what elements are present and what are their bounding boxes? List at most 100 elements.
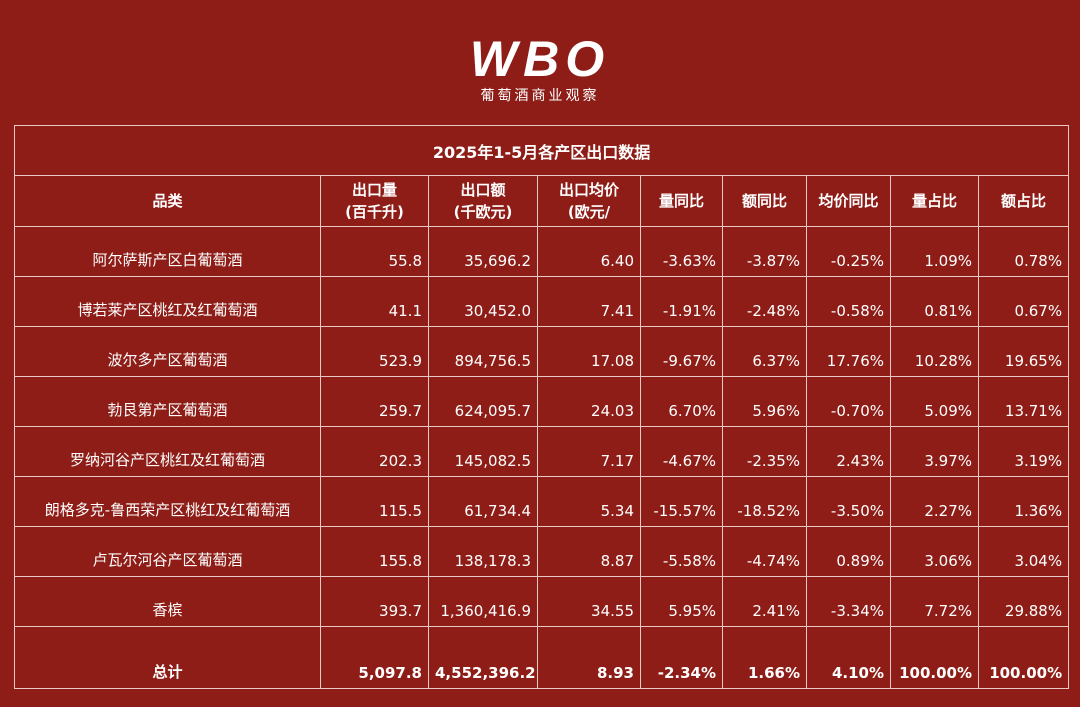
value-cell: 35,696.2 xyxy=(428,226,538,277)
value-cell: 0.89% xyxy=(806,526,891,577)
value-cell: -4.74% xyxy=(722,526,807,577)
data-row: 博若莱产区桃红及红葡萄酒 41.1 30,452.0 7.41 -1.91% -2.48%… xyxy=(14,276,1070,327)
value-cell: -18.52% xyxy=(722,476,807,527)
category-cell: 博若莱产区桃红及红葡萄酒 xyxy=(14,276,321,327)
value-cell: 29.88% xyxy=(977,576,1070,627)
value-cell: 10.28% xyxy=(890,326,979,377)
category-cell: 香槟 xyxy=(14,576,321,627)
data-row: 罗纳河谷产区桃红及红葡萄酒 202.3 145,082.5 7.17 -4.67% -2.… xyxy=(14,426,1070,477)
header-line: 额占比 xyxy=(1001,192,1047,210)
total-value: 4,552,396.2 xyxy=(428,626,538,689)
value-cell: 3.19% xyxy=(977,426,1070,477)
value-cell: -2.35% xyxy=(722,426,807,477)
value-cell: 0.81% xyxy=(890,276,979,327)
value-cell: -1.91% xyxy=(640,276,723,327)
data-row: 卢瓦尔河谷产区葡萄酒 155.8 138,178.3 8.87 -5.58% -4.74%… xyxy=(14,526,1070,577)
value-cell: 7.72% xyxy=(890,576,979,627)
value-cell: 155.8 xyxy=(320,526,429,577)
value-cell: 6.40 xyxy=(537,226,641,277)
header-cell: 量占比 xyxy=(890,175,979,227)
value-cell: 7.41 xyxy=(537,276,641,327)
value-cell: -15.57% xyxy=(640,476,723,527)
header-line: 出口量 xyxy=(351,181,397,199)
data-row: 勃艮第产区葡萄酒 259.7 624,095.7 24.03 6.70% 5.96% -0.… xyxy=(14,376,1070,427)
header-line: (百千升) xyxy=(345,203,404,221)
category-cell: 朗格多克-鲁西荣产区桃红及红葡萄酒 xyxy=(14,476,321,527)
value-cell: -4.67% xyxy=(640,426,723,477)
header-cell: 量同比 xyxy=(640,175,723,227)
value-cell: 6.70% xyxy=(640,376,723,427)
header-cell: 额同比 xyxy=(722,175,807,227)
value-cell: -5.58% xyxy=(640,526,723,577)
total-value: 4.10% xyxy=(806,626,891,689)
header-cell: 品类 xyxy=(14,175,321,227)
value-cell: 115.5 xyxy=(320,476,429,527)
table-title: 2025年1-5月各产区出口数据 xyxy=(13,125,1070,176)
total-value: 5,097.8 xyxy=(320,626,429,689)
category-cell: 卢瓦尔河谷产区葡萄酒 xyxy=(14,526,321,577)
value-cell: 2.43% xyxy=(806,426,891,477)
value-cell: 55.8 xyxy=(320,226,429,277)
header-line: 额同比 xyxy=(741,192,787,210)
header-line: (欧元/ xyxy=(567,203,611,221)
tagline: 葡萄酒商业观察 xyxy=(480,88,600,104)
brand: WBO xyxy=(469,31,611,87)
value-cell: 30,452.0 xyxy=(428,276,538,327)
value-cell: 259.7 xyxy=(320,376,429,427)
value-cell: 19.65% xyxy=(977,326,1070,377)
header-line: 出口额 xyxy=(460,181,506,199)
header-line: 均价同比 xyxy=(818,192,879,210)
total-row: 总计 5,097.8 4,552,396.2 8.93 -2.34% 1.66% 4.10%… xyxy=(14,626,1070,689)
value-cell: 145,082.5 xyxy=(428,426,538,477)
value-cell: -3.34% xyxy=(806,576,891,627)
value-cell: 3.04% xyxy=(977,526,1070,577)
value-cell: 2.27% xyxy=(890,476,979,527)
header-line: 出口均价 xyxy=(558,181,619,199)
header-cell: 出口均价 (欧元/ xyxy=(537,175,641,227)
category-cell: 波尔多产区葡萄酒 xyxy=(14,326,321,377)
total-value: -2.34% xyxy=(640,626,723,689)
data-row: 香槟 393.7 1,360,416.9 34.55 5.95% 2.41% -3.34% 7… xyxy=(14,576,1070,627)
header-line: 量同比 xyxy=(658,192,704,210)
value-cell: 34.55 xyxy=(537,576,641,627)
value-cell: 5.95% xyxy=(640,576,723,627)
value-cell: 5.09% xyxy=(890,376,979,427)
value-cell: -3.63% xyxy=(640,226,723,277)
header-cell: 额占比 xyxy=(977,175,1070,227)
value-cell: 0.78% xyxy=(977,226,1070,277)
category-cell: 阿尔萨斯产区白葡萄酒 xyxy=(14,226,321,277)
header-line: (千欧元) xyxy=(453,203,513,221)
total-value: 1.66% xyxy=(722,626,807,689)
total-value: 8.93 xyxy=(537,626,641,689)
value-cell: 202.3 xyxy=(320,426,429,477)
value-cell: 24.03 xyxy=(537,376,641,427)
value-cell: -9.67% xyxy=(640,326,723,377)
value-cell: 17.08 xyxy=(537,326,641,377)
header-line: 品类 xyxy=(152,192,183,210)
header-cell: 出口量 (百千升) xyxy=(320,175,429,227)
value-cell: 41.1 xyxy=(320,276,429,327)
value-cell: 393.7 xyxy=(320,576,429,627)
value-cell: 3.97% xyxy=(890,426,979,477)
value-cell: 523.9 xyxy=(320,326,429,377)
value-cell: -0.58% xyxy=(806,276,891,327)
header-cell: 出口额 (千欧元) xyxy=(428,175,538,227)
header-cell: 均价同比 xyxy=(806,175,891,227)
data-row: 波尔多产区葡萄酒 523.9 894,756.5 17.08 -9.67% 6.37% 17… xyxy=(14,326,1070,377)
value-cell: 6.37% xyxy=(722,326,807,377)
data-row: 阿尔萨斯产区白葡萄酒 55.8 35,696.2 6.40 -3.63% -3.87% -0… xyxy=(14,226,1070,277)
total-value: 100.00% xyxy=(977,626,1070,689)
value-cell: 624,095.7 xyxy=(428,376,538,427)
value-cell: 1,360,416.9 xyxy=(428,576,538,627)
value-cell: 17.76% xyxy=(806,326,891,377)
value-cell: 1.36% xyxy=(977,476,1070,527)
value-cell: -0.70% xyxy=(806,376,891,427)
category-cell: 罗纳河谷产区桃红及红葡萄酒 xyxy=(14,426,321,477)
value-cell: 0.67% xyxy=(977,276,1070,327)
total-value: 100.00% xyxy=(890,626,979,689)
data-row: 朗格多克-鲁西荣产区桃红及红葡萄酒 115.5 61,734.4 5.34 -15.57… xyxy=(14,476,1070,527)
value-cell: 13.71% xyxy=(977,376,1070,427)
total-label: 总计 xyxy=(14,626,321,689)
value-cell: -3.87% xyxy=(722,226,807,277)
